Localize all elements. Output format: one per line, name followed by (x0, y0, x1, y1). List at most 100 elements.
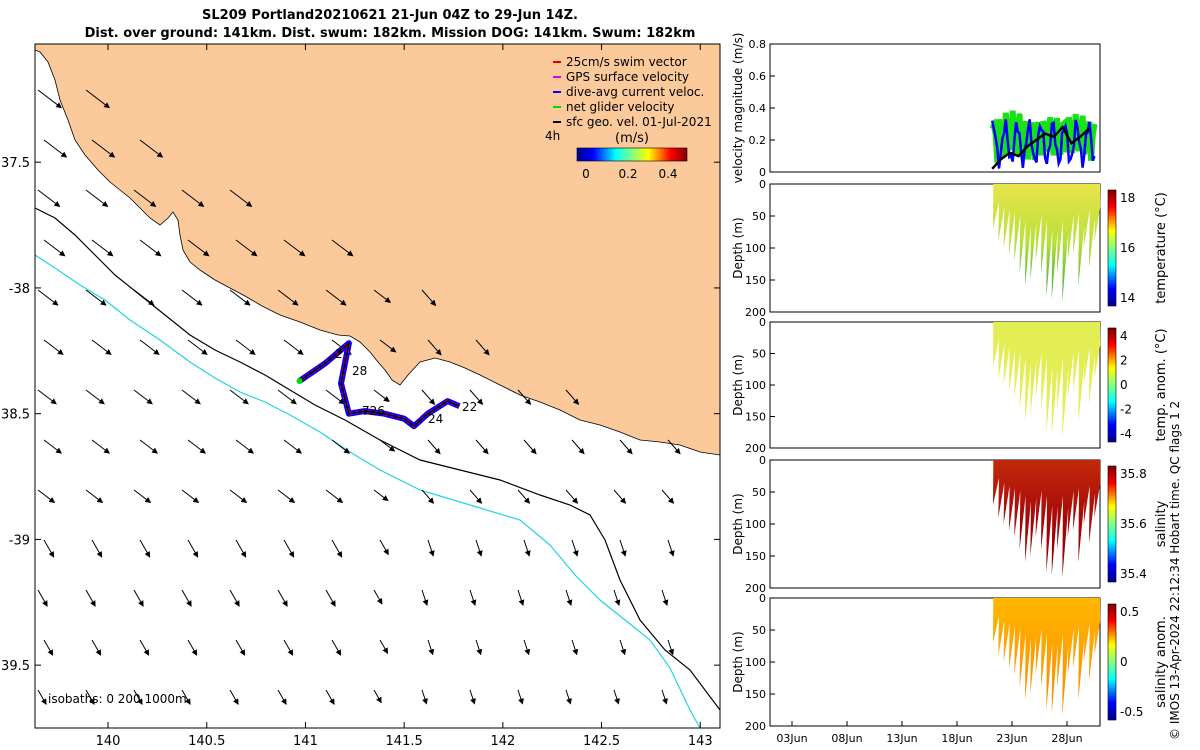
geo-velocity-arrow (571, 539, 579, 557)
map-y-tick-label: 39.5 (1, 659, 30, 674)
panel-y-tick-label: 150 (745, 274, 766, 287)
geo-velocity-arrow (235, 439, 255, 454)
panel-colorbar (1107, 465, 1117, 583)
geo-velocity-arrow (85, 189, 109, 207)
geo-velocity-arrow (283, 539, 295, 558)
geo-velocity-arrow (37, 589, 48, 607)
geo-velocity-arrow (43, 339, 64, 356)
map-y-tick-label: 37.5 (1, 156, 30, 171)
colorbar-label: temperature (°C) (1154, 192, 1169, 304)
map-x-tick-label: 140 (96, 734, 121, 749)
panel-y-label: Depth (m) (731, 217, 745, 278)
geo-velocity-arrow (613, 489, 627, 504)
geo-velocity-arrow (37, 489, 56, 504)
geo-velocity-arrow (187, 339, 208, 356)
geo-velocity-arrow (85, 689, 95, 705)
geo-velocity-arrow (43, 539, 55, 558)
isobaths-label: isobaths: 0 200 1000m (48, 692, 187, 706)
time-tick-label: 13Jun (886, 732, 917, 745)
geo-velocity-arrow (43, 639, 54, 656)
panel-y-tick-label: 0 (759, 454, 766, 467)
geo-velocity-arrow (85, 589, 96, 607)
geo-velocity-arrow (373, 589, 383, 605)
time-tick-label: 28Jun (1051, 732, 1082, 745)
panel-y-tick-label: 50 (752, 210, 766, 223)
panel-y-tick-label: 50 (752, 348, 766, 361)
section-fill (993, 322, 1101, 438)
panel-y-tick-label: 100 (745, 656, 766, 669)
geo-velocity-arrow (37, 689, 47, 705)
time-tick-label: 23Jun (996, 732, 1027, 745)
geo-velocity-arrow (379, 339, 397, 353)
geo-velocity-arrow (325, 689, 335, 705)
geo-velocity-arrow (43, 139, 68, 158)
geo-velocity-arrow (517, 589, 525, 607)
geo-velocity-arrow (85, 389, 105, 405)
section-fill (993, 184, 1101, 302)
geo-velocity-arrow (139, 539, 151, 558)
geo-velocity-arrow (331, 439, 351, 454)
panel-y-tick-label: 200 (745, 720, 766, 733)
geo-velocity-arrow (283, 339, 304, 356)
geo-velocity-arrow (277, 589, 288, 607)
map-x-tick-label: 142.5 (583, 734, 620, 749)
panel-y-tick-label: 150 (745, 550, 766, 563)
geo-velocity-arrow (517, 689, 524, 705)
legend-label: sfc geo. vel. 01-Jul-2021 (566, 115, 712, 129)
geo-velocity-arrow (133, 589, 144, 607)
geo-velocity-arrow (475, 639, 483, 656)
map-x-ticks: 140 140.5 141 141.5 142 142.5 143 (96, 44, 713, 749)
geo-velocity-arrow (619, 539, 627, 557)
geo-velocity-arrow (523, 639, 531, 656)
geo-velocity-arrow (667, 639, 675, 656)
geo-velocity-arrow (619, 639, 627, 656)
panel-y-tick-label: 0 (759, 316, 766, 329)
geo-velocity-arrow (91, 239, 114, 257)
geo-velocity-arrow (37, 289, 59, 306)
geo-velocity-line (991, 125, 1090, 170)
geo-velocity-arrow (469, 389, 484, 405)
geo-velocity-arrow (235, 539, 247, 558)
geo-velocity-arrow (43, 239, 66, 257)
map-y-tick-label: 38.5 (1, 408, 30, 423)
geo-velocity-arrow (181, 589, 192, 607)
geo-velocity-arrow (661, 589, 669, 607)
geo-velocity-arrow (325, 389, 345, 405)
geo-velocity-arrow (235, 639, 246, 656)
panel-y-tick-label: 50 (752, 486, 766, 499)
colorbar-tick: 0.4 (658, 167, 677, 181)
time-x-ticks: 03Jun 08Jun 13Jun 18Jun 23Jun 28Jun (776, 721, 1083, 745)
colorbar-tick-label: 2 (1120, 354, 1128, 368)
day-label: 726 (362, 404, 385, 418)
geo-velocity-arrow (133, 189, 157, 207)
geo-velocity-arrow (379, 439, 396, 452)
geo-velocity-arrow (613, 689, 620, 705)
geo-velocity-arrow (85, 289, 107, 306)
colorbar-tick-label: 18 (1120, 191, 1135, 205)
geo-velocity-arrow (277, 489, 296, 504)
geo-velocity-arrow (235, 239, 258, 257)
geo-velocity-arrow (133, 389, 153, 405)
colorbar-tick-label: 35.8 (1120, 467, 1147, 481)
colorbar-label: salinity (1154, 500, 1169, 547)
panel-y-tick-label: 0.6 (749, 70, 767, 83)
geo-velocity-arrow (613, 589, 621, 607)
legend-label: dive-avg current veloc. (566, 85, 704, 99)
panel-y-label: Depth (m) (731, 631, 745, 692)
legend-label: net glider velocity (566, 100, 674, 114)
geo-velocity-arrow (181, 189, 205, 207)
geo-velocity-arrow (565, 489, 579, 504)
panel-y-tick-label: 100 (745, 242, 766, 255)
map-frame (34, 43, 721, 729)
geo-velocity-arrow (565, 389, 580, 405)
glider-path (299, 341, 460, 427)
map-y-ticks: 37.5 -38 38.5 -39 39.5 (1, 156, 720, 674)
geo-velocity-arrow (373, 289, 392, 303)
geo-velocity-arrow (427, 339, 442, 356)
day-label: 28 (352, 364, 367, 378)
geo-velocity-arrow (139, 639, 150, 656)
speed-colorbar (576, 147, 688, 162)
geo-velocity-arrow (229, 189, 253, 207)
